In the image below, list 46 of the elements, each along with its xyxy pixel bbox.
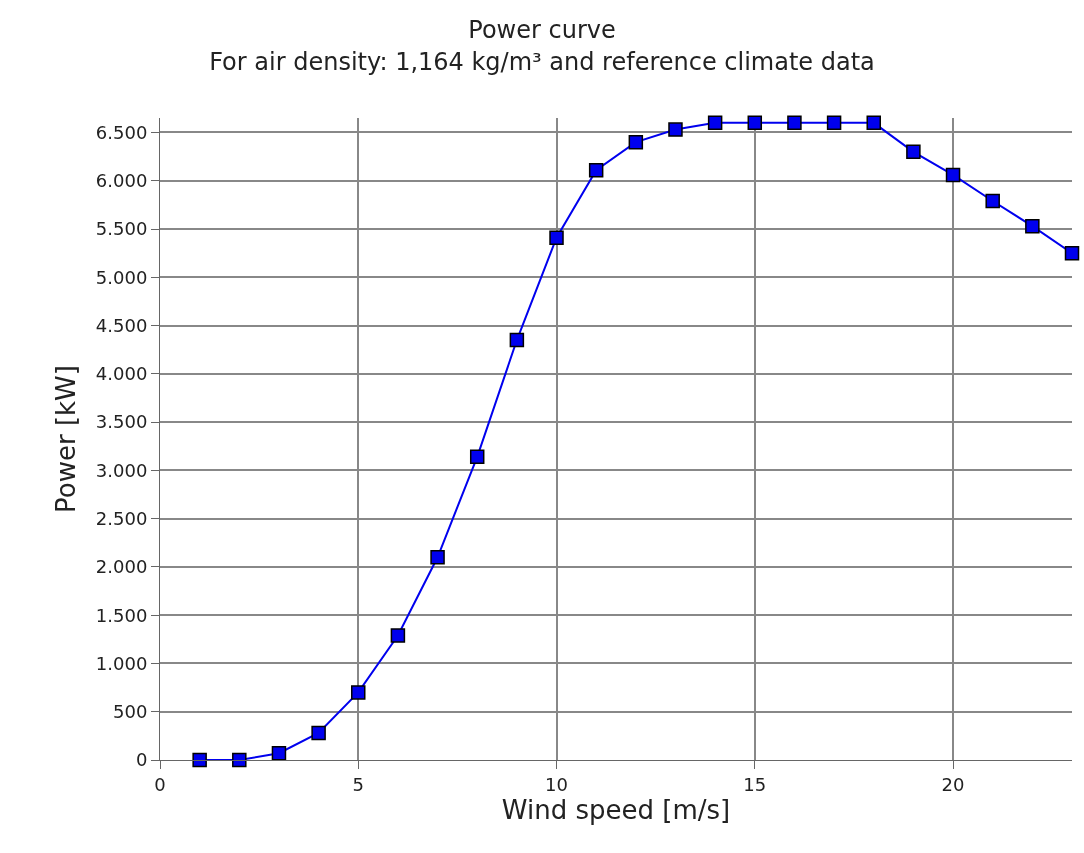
- y-tick-label: 2.000: [95, 556, 148, 578]
- y-tick-label: 6.500: [95, 121, 148, 143]
- y-tick-label: 3.000: [95, 459, 148, 481]
- point: [509, 332, 525, 348]
- chart-title: Power curve: [468, 16, 616, 45]
- point: [787, 115, 802, 131]
- y-tick-label: 6.000: [95, 170, 148, 192]
- point: [192, 752, 207, 768]
- point: [707, 115, 723, 131]
- chart-subtitle: For air density: 1,164 kg/m³ and reference climate data: [209, 47, 875, 76]
- point: [1064, 245, 1080, 261]
- point: [906, 144, 921, 160]
- x-tick-label: 5: [352, 773, 364, 795]
- point: [628, 134, 644, 150]
- x-axis-title: Wind speed [m/s]: [501, 794, 731, 825]
- point: [945, 167, 961, 183]
- point: [1025, 218, 1040, 234]
- y-tick-label: 3.500: [95, 411, 148, 433]
- y-tick-label: 4.500: [95, 314, 148, 336]
- point: [747, 115, 763, 131]
- y-tick-label: 4.000: [95, 363, 148, 385]
- point: [232, 752, 247, 768]
- x-tick-label: 10: [545, 773, 568, 795]
- point: [351, 685, 366, 700]
- point: [866, 115, 881, 131]
- y-tick-label: 5.000: [95, 266, 148, 288]
- point: [588, 162, 604, 178]
- y-tick-label: 1.000: [95, 652, 148, 674]
- y-tick-label: 1.500: [95, 604, 148, 626]
- point: [390, 628, 406, 643]
- y-tick-label: 2.500: [95, 507, 148, 529]
- point: [311, 725, 326, 741]
- point: [430, 550, 445, 565]
- y-axis-title: Power [kW]: [51, 365, 82, 513]
- x-tick-label: 0: [154, 773, 166, 795]
- y-tick-label: 0: [135, 749, 148, 771]
- y-tick-label: 5.500: [95, 218, 148, 240]
- point: [549, 230, 564, 245]
- y-tick-label: 500: [113, 701, 148, 723]
- point: [469, 449, 485, 465]
- point: [271, 745, 287, 761]
- x-tick-label: 15: [743, 773, 767, 795]
- point: [668, 122, 683, 137]
- x-tick-label: 20: [941, 773, 965, 795]
- point: [826, 115, 842, 131]
- point: [985, 193, 1000, 209]
